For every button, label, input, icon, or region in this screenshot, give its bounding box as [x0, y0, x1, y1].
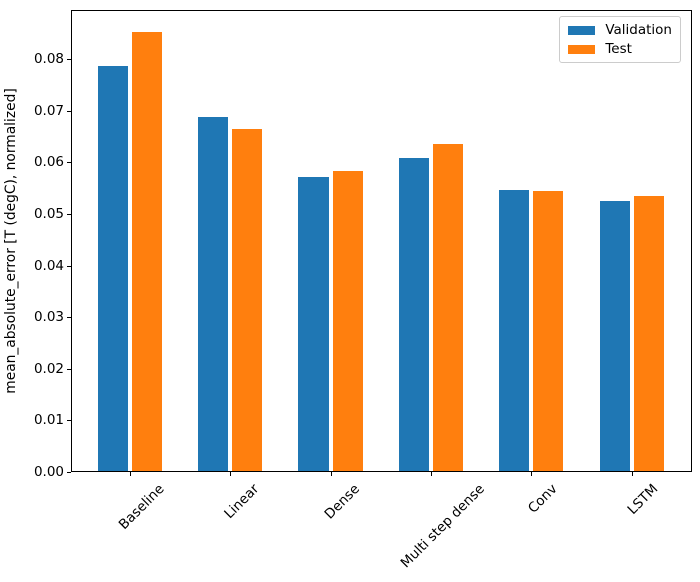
y-tick-label: 0.02	[33, 360, 64, 377]
y-axis-label: mean_absolute_error [T (degC), normalize…	[3, 88, 19, 394]
bar-test-conv	[533, 191, 564, 472]
x-tick-mark	[430, 472, 432, 476]
legend-swatch-test-icon	[568, 44, 596, 54]
y-tick-mark	[67, 368, 71, 370]
bar-test-baseline	[131, 31, 162, 472]
x-tick-mark	[129, 472, 131, 476]
y-tick-label: 0.05	[33, 205, 64, 222]
bar-validation-lstm	[599, 200, 630, 472]
y-tick-mark	[67, 472, 71, 473]
x-tick-mark	[330, 472, 332, 476]
bar-test-lstm	[633, 195, 664, 472]
y-tick-mark	[67, 110, 71, 112]
x-tick-label-baseline: Baseline	[115, 481, 168, 533]
y-tick-mark	[67, 265, 71, 267]
y-tick-mark	[67, 420, 71, 422]
bar-validation-conv	[499, 189, 530, 472]
legend-label-validation: Validation	[605, 22, 672, 38]
x-tick-label-conv: Conv	[525, 481, 561, 517]
legend-label-test: Test	[605, 41, 632, 57]
bar-validation-multi-step-dense	[398, 157, 429, 472]
y-tick-label: 0.07	[33, 102, 64, 119]
x-tick-mark	[631, 472, 633, 476]
bar-validation-dense	[298, 176, 329, 472]
y-tick-mark	[67, 162, 71, 164]
bar-test-multi-step-dense	[432, 143, 464, 472]
x-tick-mark	[531, 472, 533, 476]
x-tick-mark	[230, 472, 232, 476]
y-tick-label: 0.04	[33, 257, 64, 274]
bar-test-dense	[332, 170, 363, 472]
y-tick-label: 0.03	[33, 309, 64, 326]
x-tick-label-linear: Linear	[221, 481, 263, 522]
y-tick-label: 0.01	[33, 412, 64, 429]
y-tick-label: 0.06	[33, 154, 64, 171]
x-tick-label-lstm: LSTM	[625, 481, 662, 518]
y-tick-mark	[67, 317, 71, 319]
bar-validation-baseline	[97, 65, 128, 472]
y-tick-mark	[67, 213, 71, 215]
legend-item-validation: Validation	[568, 21, 672, 39]
y-tick-label: 0.00	[33, 464, 64, 480]
y-tick-mark	[67, 59, 71, 61]
legend-swatch-validation-icon	[568, 25, 596, 35]
bar-validation-linear	[198, 116, 229, 472]
x-tick-label-multi-step-dense: Multi step dense	[397, 481, 488, 572]
x-tick-label-dense: Dense	[321, 481, 363, 523]
legend: Validation Test	[559, 16, 681, 63]
bar-test-linear	[232, 129, 263, 472]
legend-item-test: Test	[568, 40, 672, 58]
y-tick-label: 0.08	[33, 51, 64, 68]
